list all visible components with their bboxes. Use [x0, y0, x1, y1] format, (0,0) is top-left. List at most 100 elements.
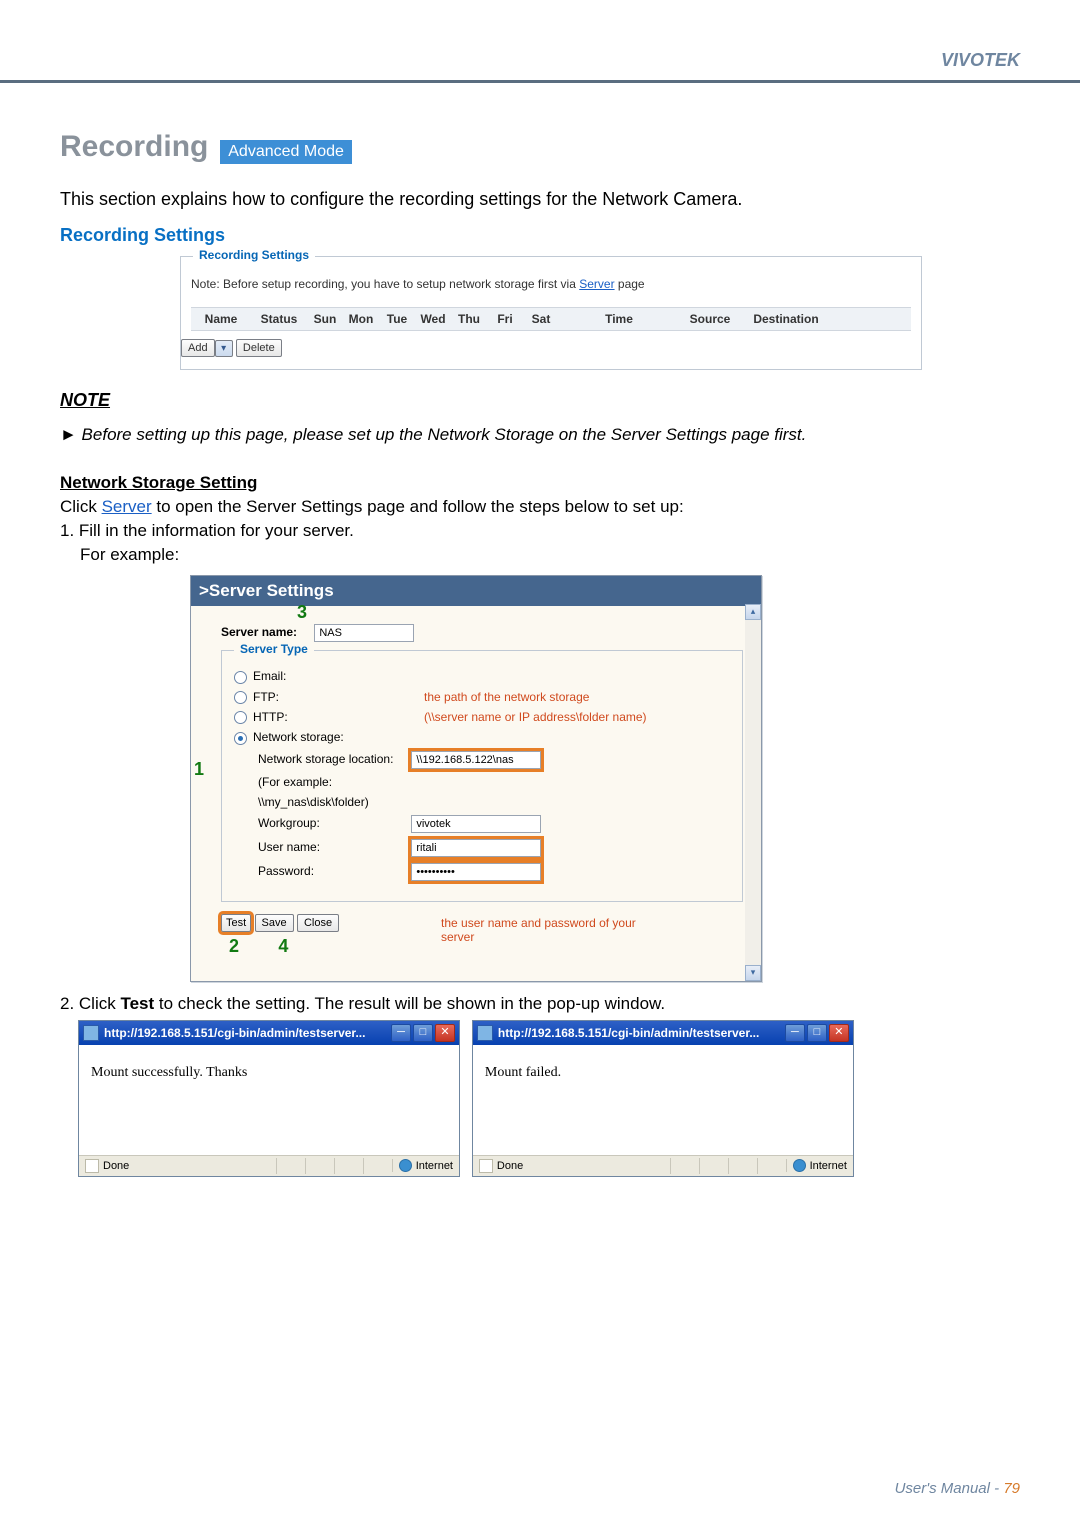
footer-page: 79 — [1003, 1480, 1020, 1497]
popup-success-statusbar: Done Internet — [79, 1155, 459, 1176]
ns-location-input[interactable]: \\192.168.5.122\nas — [411, 751, 541, 769]
nss-step1: 1. Fill in the information for your serv… — [60, 521, 1020, 541]
col-sat: Sat — [523, 312, 559, 326]
ftp-label: FTP: — [253, 690, 279, 704]
ie-icon — [83, 1025, 99, 1041]
callout-1: 1 — [194, 759, 204, 780]
callout-4: 4 — [278, 936, 288, 956]
col-name: Name — [191, 312, 251, 326]
footer-label: User's Manual - — [895, 1480, 1004, 1497]
email-radio[interactable] — [234, 671, 247, 684]
globe-icon — [399, 1159, 412, 1172]
popup-fail: http://192.168.5.151/cgi-bin/admin/tests… — [472, 1020, 854, 1177]
status-zone: Internet — [810, 1160, 847, 1172]
test-button[interactable]: Test — [221, 914, 251, 932]
email-label: Email: — [253, 669, 286, 683]
scroll-down-icon[interactable]: ▾ — [745, 965, 761, 981]
step2-pre: 2. Click — [60, 994, 120, 1013]
setup-note: Note: Before setup recording, you have t… — [191, 277, 911, 291]
step2-post: to check the setting. The result will be… — [154, 994, 665, 1013]
page-icon — [85, 1159, 99, 1173]
popup-success-titlebar[interactable]: http://192.168.5.151/cgi-bin/admin/tests… — [79, 1021, 459, 1045]
step2-bold: Test — [120, 994, 154, 1013]
note-heading: NOTE — [60, 390, 1020, 411]
minimize-button[interactable]: ─ — [785, 1024, 805, 1042]
workgroup-label: Workgroup: — [258, 816, 408, 830]
col-source: Source — [679, 312, 741, 326]
popup-success-title: http://192.168.5.151/cgi-bin/admin/tests… — [104, 1026, 391, 1040]
network-storage-radio[interactable] — [234, 732, 247, 745]
network-storage-label: Network storage: — [253, 730, 344, 744]
page-title: Recording — [60, 130, 208, 164]
popup-fail-titlebar[interactable]: http://192.168.5.151/cgi-bin/admin/tests… — [473, 1021, 853, 1045]
advanced-mode-badge: Advanced Mode — [220, 140, 352, 164]
close-button[interactable]: Close — [297, 914, 339, 932]
page-icon — [479, 1159, 493, 1173]
server-type-legend: Server Type — [234, 642, 314, 656]
close-window-button[interactable]: ✕ — [435, 1024, 455, 1042]
password-input[interactable]: •••••••••• — [411, 863, 541, 881]
minimize-button[interactable]: ─ — [391, 1024, 411, 1042]
add-dropdown[interactable]: ▾ — [215, 340, 233, 357]
col-time: Time — [559, 312, 679, 326]
path-annotation-2: (\\server name or IP address\folder name… — [424, 710, 647, 724]
recording-settings-heading: Recording Settings — [60, 225, 1020, 246]
password-label: Password: — [258, 864, 408, 878]
for-example-label: (For example: — [258, 775, 408, 789]
footer: User's Manual - 79 — [895, 1480, 1020, 1497]
note-post: page — [615, 277, 645, 291]
status-done: Done — [497, 1160, 670, 1172]
popup-fail-statusbar: Done Internet — [473, 1155, 853, 1176]
server-link-2[interactable]: Server — [102, 497, 152, 516]
server-settings-panel: >Server Settings ▴ ▾ 3 Server name: NAS … — [190, 575, 762, 981]
status-zone: Internet — [416, 1160, 453, 1172]
maximize-button[interactable]: □ — [807, 1024, 827, 1042]
nss-line1: Click Server to open the Server Settings… — [60, 497, 1020, 517]
popup-success: http://192.168.5.151/cgi-bin/admin/tests… — [78, 1020, 460, 1177]
col-destination: Destination — [741, 312, 831, 326]
callout-3: 3 — [297, 602, 307, 623]
nss-line1-post: to open the Server Settings page and fol… — [152, 497, 684, 516]
popup-fail-title: http://192.168.5.151/cgi-bin/admin/tests… — [498, 1026, 785, 1040]
globe-icon — [793, 1159, 806, 1172]
nss-step2: 2. Click Test to check the setting. The … — [60, 994, 1020, 1014]
col-wed: Wed — [415, 312, 451, 326]
close-window-button[interactable]: ✕ — [829, 1024, 849, 1042]
recording-table-header: Name Status Sun Mon Tue Wed Thu Fri Sat … — [191, 307, 911, 331]
http-radio[interactable] — [234, 711, 247, 724]
server-name-label: Server name: — [221, 625, 311, 639]
nss-line1-pre: Click — [60, 497, 102, 516]
status-done: Done — [103, 1160, 276, 1172]
workgroup-input[interactable]: vivotek — [411, 815, 541, 833]
col-thu: Thu — [451, 312, 487, 326]
popup-fail-body: Mount failed. — [473, 1045, 853, 1155]
save-button[interactable]: Save — [255, 914, 294, 932]
header-divider — [0, 80, 1080, 83]
col-tue: Tue — [379, 312, 415, 326]
recording-settings-legend: Recording Settings — [193, 248, 315, 262]
ns-location-label: Network storage location: — [258, 752, 408, 766]
col-mon: Mon — [343, 312, 379, 326]
note-pre: Note: Before setup recording, you have t… — [191, 277, 579, 291]
delete-button[interactable]: Delete — [236, 339, 282, 357]
server-link[interactable]: Server — [579, 277, 614, 291]
server-settings-title: >Server Settings — [191, 576, 761, 606]
network-storage-heading: Network Storage Setting — [60, 473, 1020, 493]
popup-success-body: Mount successfully. Thanks — [79, 1045, 459, 1155]
cred-annotation: the user name and password of your serve… — [441, 916, 641, 944]
intro-text: This section explains how to configure t… — [60, 189, 1020, 210]
server-name-input[interactable]: NAS — [314, 624, 414, 642]
callout-2: 2 — [229, 936, 239, 956]
brand-label: VIVOTEK — [941, 50, 1020, 71]
http-label: HTTP: — [253, 710, 288, 724]
nss-step1b: For example: — [80, 545, 1020, 565]
username-input[interactable]: ritali — [411, 839, 541, 857]
add-button[interactable]: Add — [181, 339, 215, 357]
username-label: User name: — [258, 840, 408, 854]
col-sun: Sun — [307, 312, 343, 326]
recording-settings-fieldset: Recording Settings Note: Before setup re… — [180, 256, 922, 370]
note-body: ► Before setting up this page, please se… — [60, 425, 1020, 445]
maximize-button[interactable]: □ — [413, 1024, 433, 1042]
ftp-radio[interactable] — [234, 691, 247, 704]
example-path: \\my_nas\disk\folder) — [258, 795, 369, 809]
